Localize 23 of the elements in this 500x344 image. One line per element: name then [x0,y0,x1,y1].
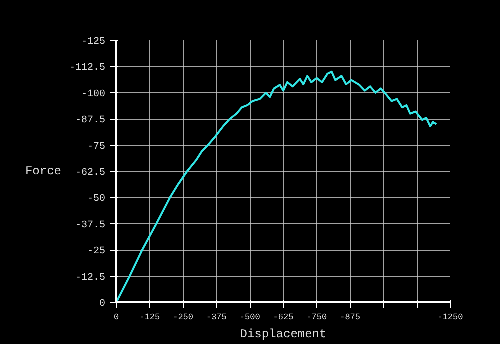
x-tick-label: -250 [173,312,194,322]
x-tick-label: -625 [273,312,294,322]
x-tick-label: -750 [306,312,328,322]
y-tick-label: -125 [81,37,106,48]
y-tick-label: -112.5 [69,63,106,74]
x-tick-label: -875 [340,312,361,322]
x-tick-label: -500 [240,312,260,322]
x-tick-label: 0 [114,312,120,322]
y-tick-label: 0 [100,299,106,310]
y-tick-label: -50 [87,194,106,206]
y-tick-label: -87.5 [75,116,106,127]
x-tick-label: -375 [206,312,227,322]
y-tick-label: -62.5 [75,168,106,179]
x-tick-label: -1250 [438,312,464,322]
x-tick-label: -125 [140,312,160,322]
line-series [116,70,438,302]
y-tick-label: -37.5 [75,220,106,232]
x-axis-title: Displacement [240,328,327,342]
y-tick-label: -75 [87,142,106,153]
y-tick-label: -25 [87,246,106,258]
y-tick-label: -12.5 [75,272,106,284]
y-axis-title: Force [25,164,62,178]
y-tick-label: -100 [81,89,106,100]
